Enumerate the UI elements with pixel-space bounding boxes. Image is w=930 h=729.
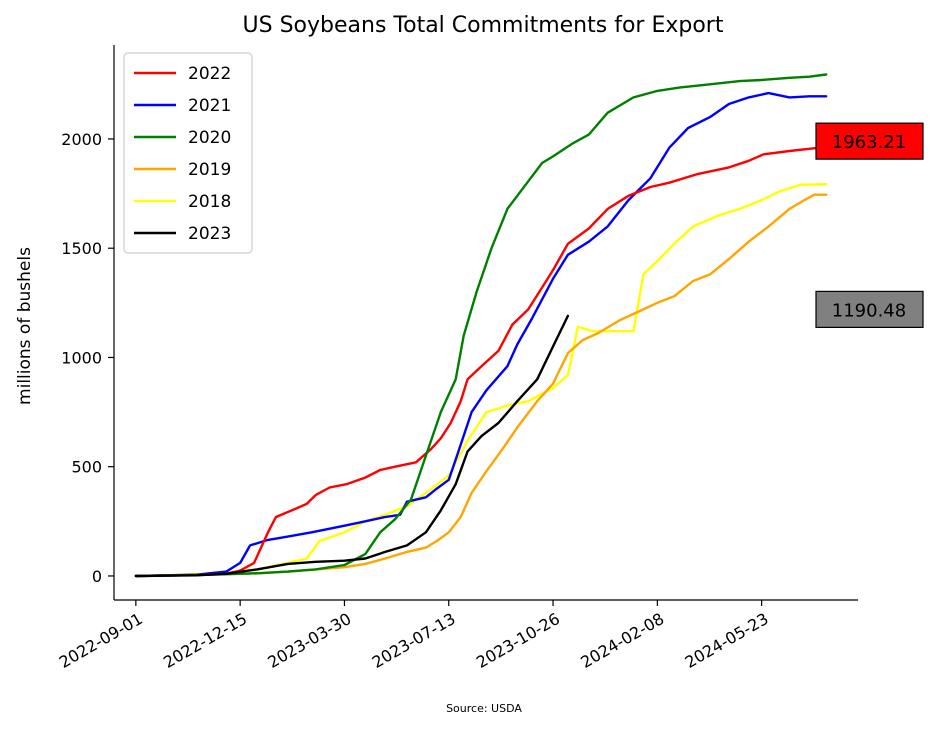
x-tick-label: 2023-10-26 xyxy=(473,609,563,672)
series-lines xyxy=(134,73,828,578)
x-tick-label: 2022-12-15 xyxy=(160,609,250,672)
end-value-labels: 1963.21 1190.48 xyxy=(815,122,924,328)
legend-box xyxy=(123,52,253,254)
legend-label: 2019 xyxy=(188,160,231,180)
y-axis-label: millions of bushels xyxy=(15,247,35,405)
legend: 2022 2021 2020 2019 2018 2023 xyxy=(123,52,253,254)
series-line-2020 xyxy=(134,73,828,578)
series-line-2023 xyxy=(134,314,570,578)
source-note: Source: USDA xyxy=(446,702,522,715)
x-tick-label: 2024-02-08 xyxy=(577,609,667,672)
legend-label: 2023 xyxy=(188,224,231,244)
legend-label: 2022 xyxy=(188,64,231,84)
y-axis-ticks: 0 500 1000 1500 2000 xyxy=(61,130,114,586)
x-axis-ticks: 2022-09-01 2022-12-15 2023-03-30 2023-07-13… xyxy=(56,600,772,672)
series-line-2021 xyxy=(134,91,828,578)
x-tick-label: 2023-07-13 xyxy=(369,609,459,672)
legend-label: 2020 xyxy=(188,128,231,148)
y-tick-label: 500 xyxy=(71,458,102,477)
y-tick-label: 0 xyxy=(92,567,102,586)
y-tick-label: 1500 xyxy=(61,239,102,258)
y-tick-label: 1000 xyxy=(61,348,102,367)
x-tick-label: 2022-09-01 xyxy=(56,609,146,672)
end-label-box xyxy=(815,290,924,328)
series-line-2022 xyxy=(134,145,828,578)
end-label-text: 1963.21 xyxy=(832,132,906,153)
legend-label: 2021 xyxy=(188,96,231,116)
chart-title: US Soybeans Total Commitments for Export xyxy=(243,13,724,38)
end-label-text: 1190.48 xyxy=(832,300,906,321)
x-tick-label: 2023-03-30 xyxy=(264,609,354,672)
legend-label: 2018 xyxy=(188,192,231,212)
y-tick-label: 2000 xyxy=(61,130,102,149)
end-label-box xyxy=(815,122,924,160)
x-tick-label: 2024-05-23 xyxy=(682,609,772,672)
series-line-2018 xyxy=(134,182,828,578)
